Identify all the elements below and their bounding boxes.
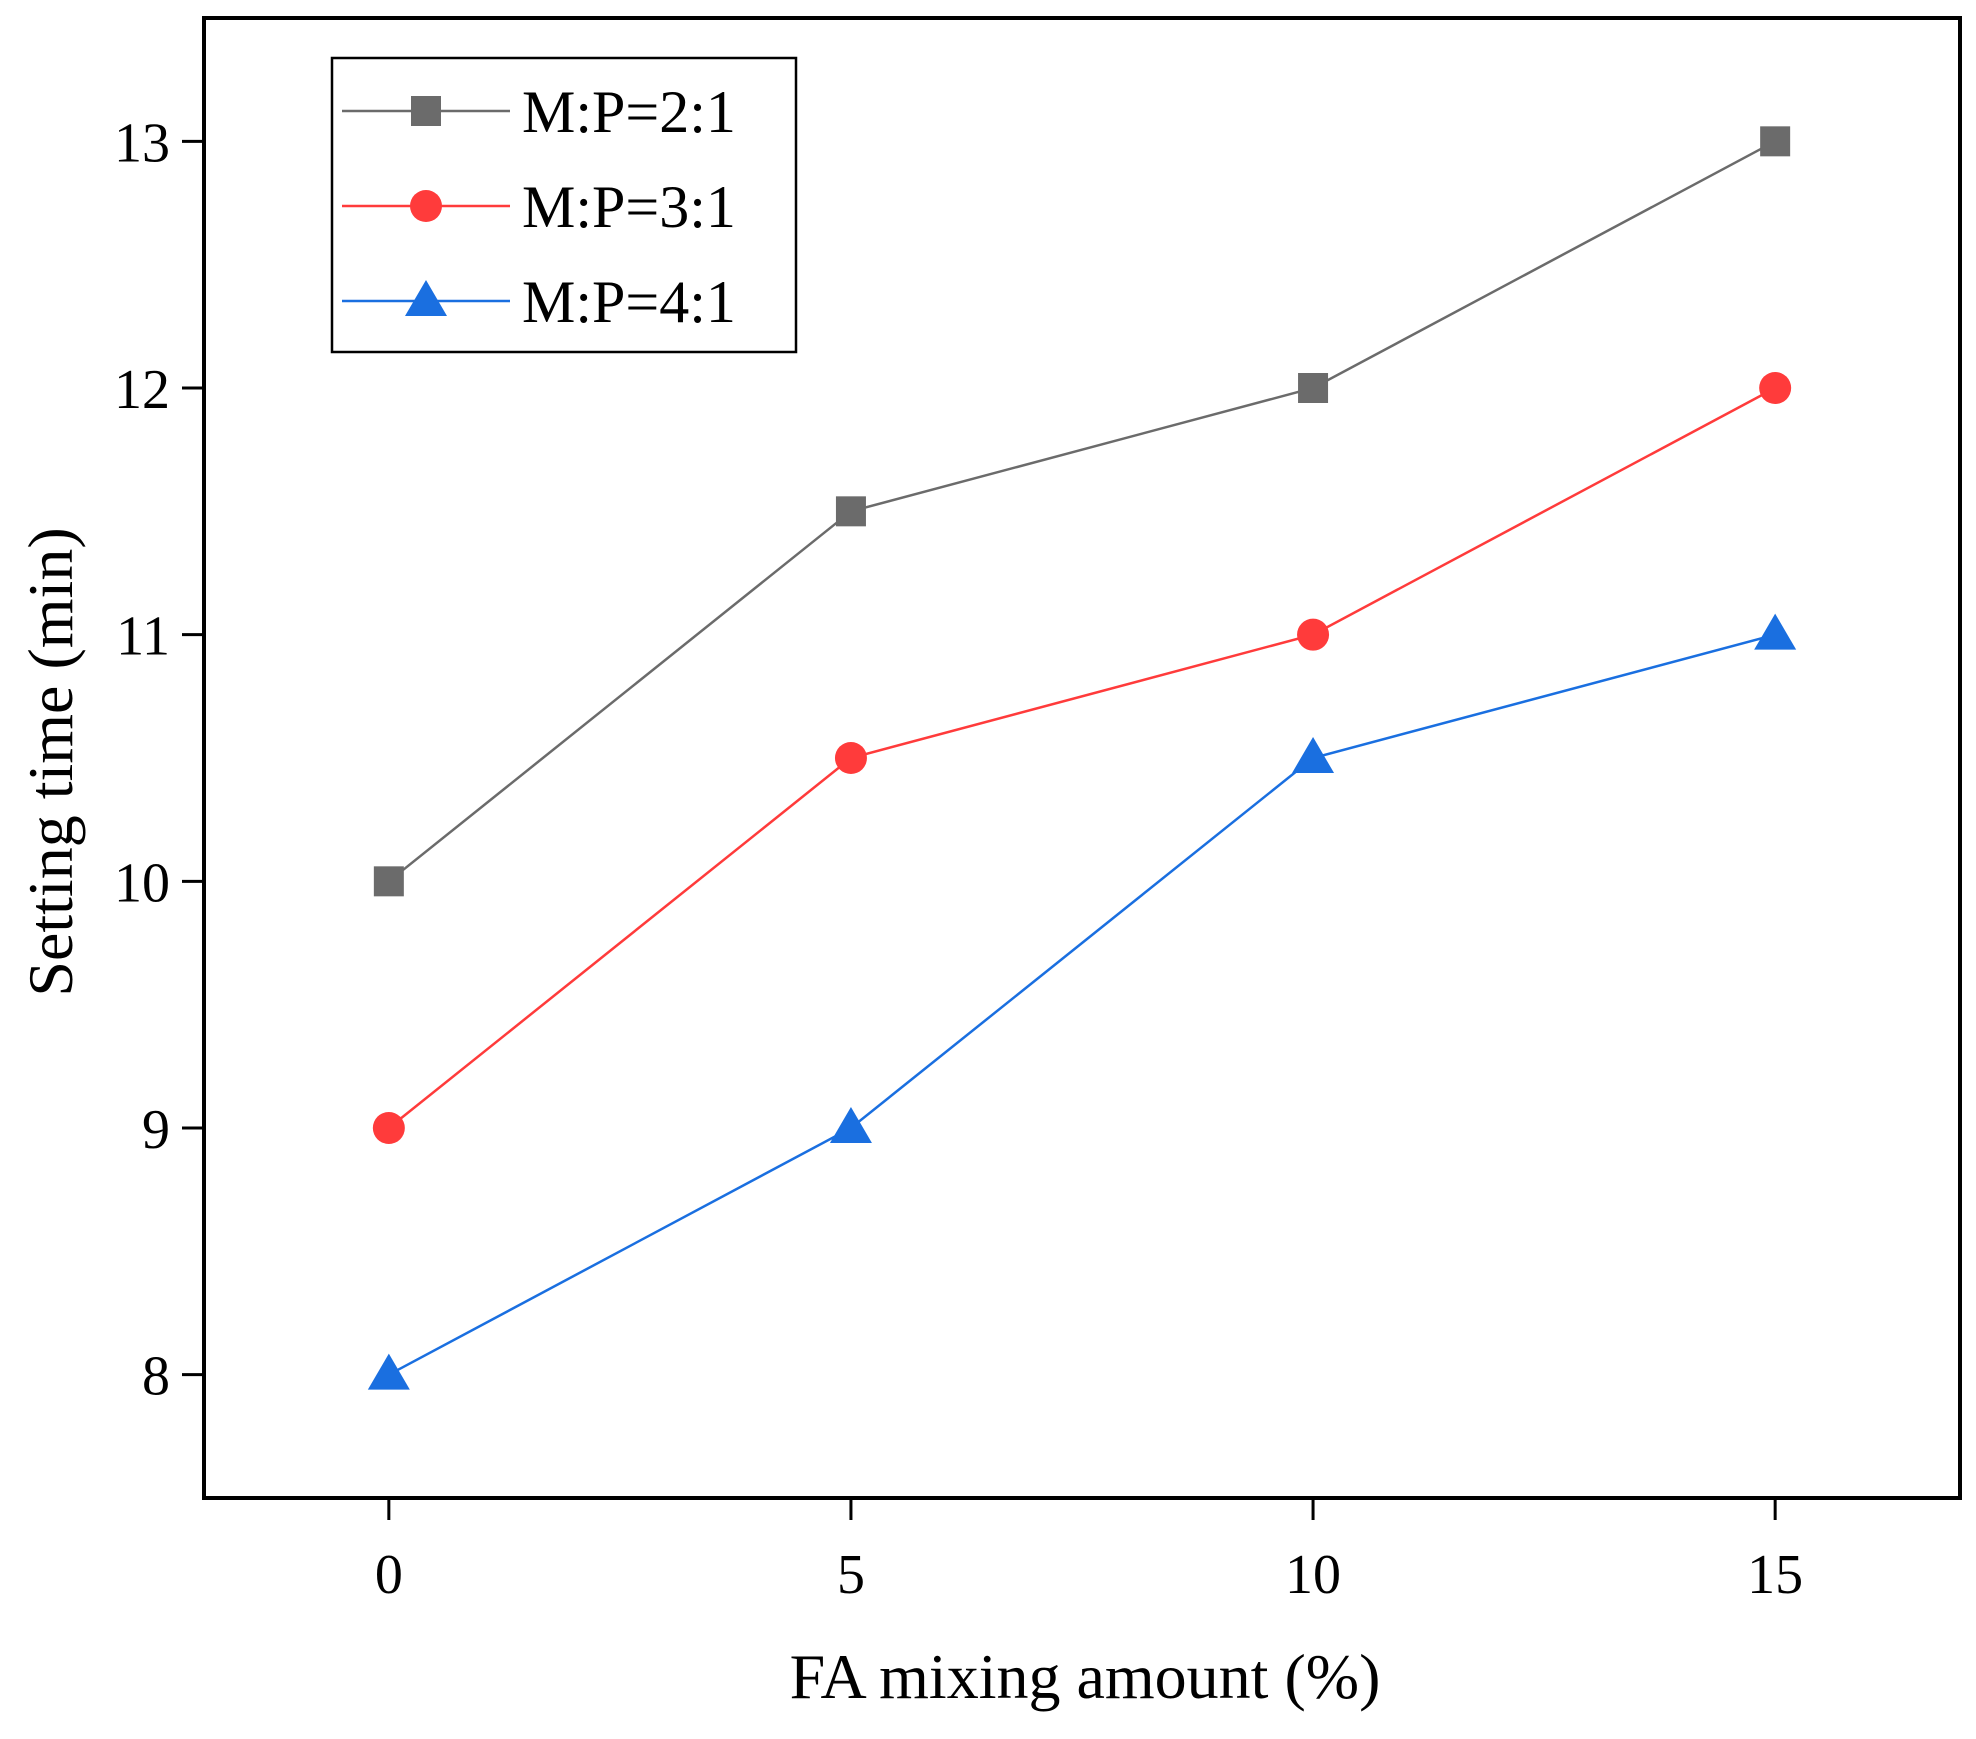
data-point [1754,613,1797,650]
data-point [1760,126,1791,157]
legend-item: M:P=3:1 [342,174,736,240]
data-point [1759,372,1792,404]
y-tick-label: 9 [142,1099,170,1161]
data-point [1292,737,1335,773]
data-point [367,1353,410,1390]
y-tick-label: 8 [142,1346,170,1408]
legend-item: M:P=2:1 [342,79,736,145]
series-line [388,386,1776,1129]
legend-label: M:P=3:1 [522,174,736,240]
y-tick-label: 11 [116,606,170,668]
data-point [373,866,404,897]
y-tick-label: 12 [114,359,170,421]
legend-label: M:P=4:1 [522,269,736,335]
legend-marker [410,190,442,222]
x-axis-title: FA mixing amount (%) [790,1641,1381,1712]
series-1 [373,126,1791,897]
y-tick-label: 13 [114,112,170,174]
series-line [388,633,1776,1376]
series-line [388,140,1776,883]
plot-frame [202,16,1962,1500]
data-point [834,742,867,774]
data-point [1297,618,1330,651]
data-point [1298,373,1329,403]
legend-marker [405,280,447,316]
data-point [372,1112,405,1144]
y-axis-title: Setting time (min) [15,527,86,996]
series-3 [367,613,1797,1390]
y-tick-label: 10 [114,852,170,914]
data-point [835,496,866,527]
legend-item: M:P=4:1 [342,269,736,335]
series-2 [372,372,1792,1144]
x-tick-label: 5 [837,1544,865,1606]
legend-label: M:P=2:1 [522,79,736,145]
x-tick-label: 0 [375,1544,403,1606]
data-point [829,1107,872,1143]
legend: M:P=2:1 M:P=3:1 M:P=4:1 [330,56,798,354]
x-tick-label: 10 [1285,1544,1341,1606]
x-tick-label: 15 [1747,1544,1803,1606]
legend-marker [411,96,441,126]
